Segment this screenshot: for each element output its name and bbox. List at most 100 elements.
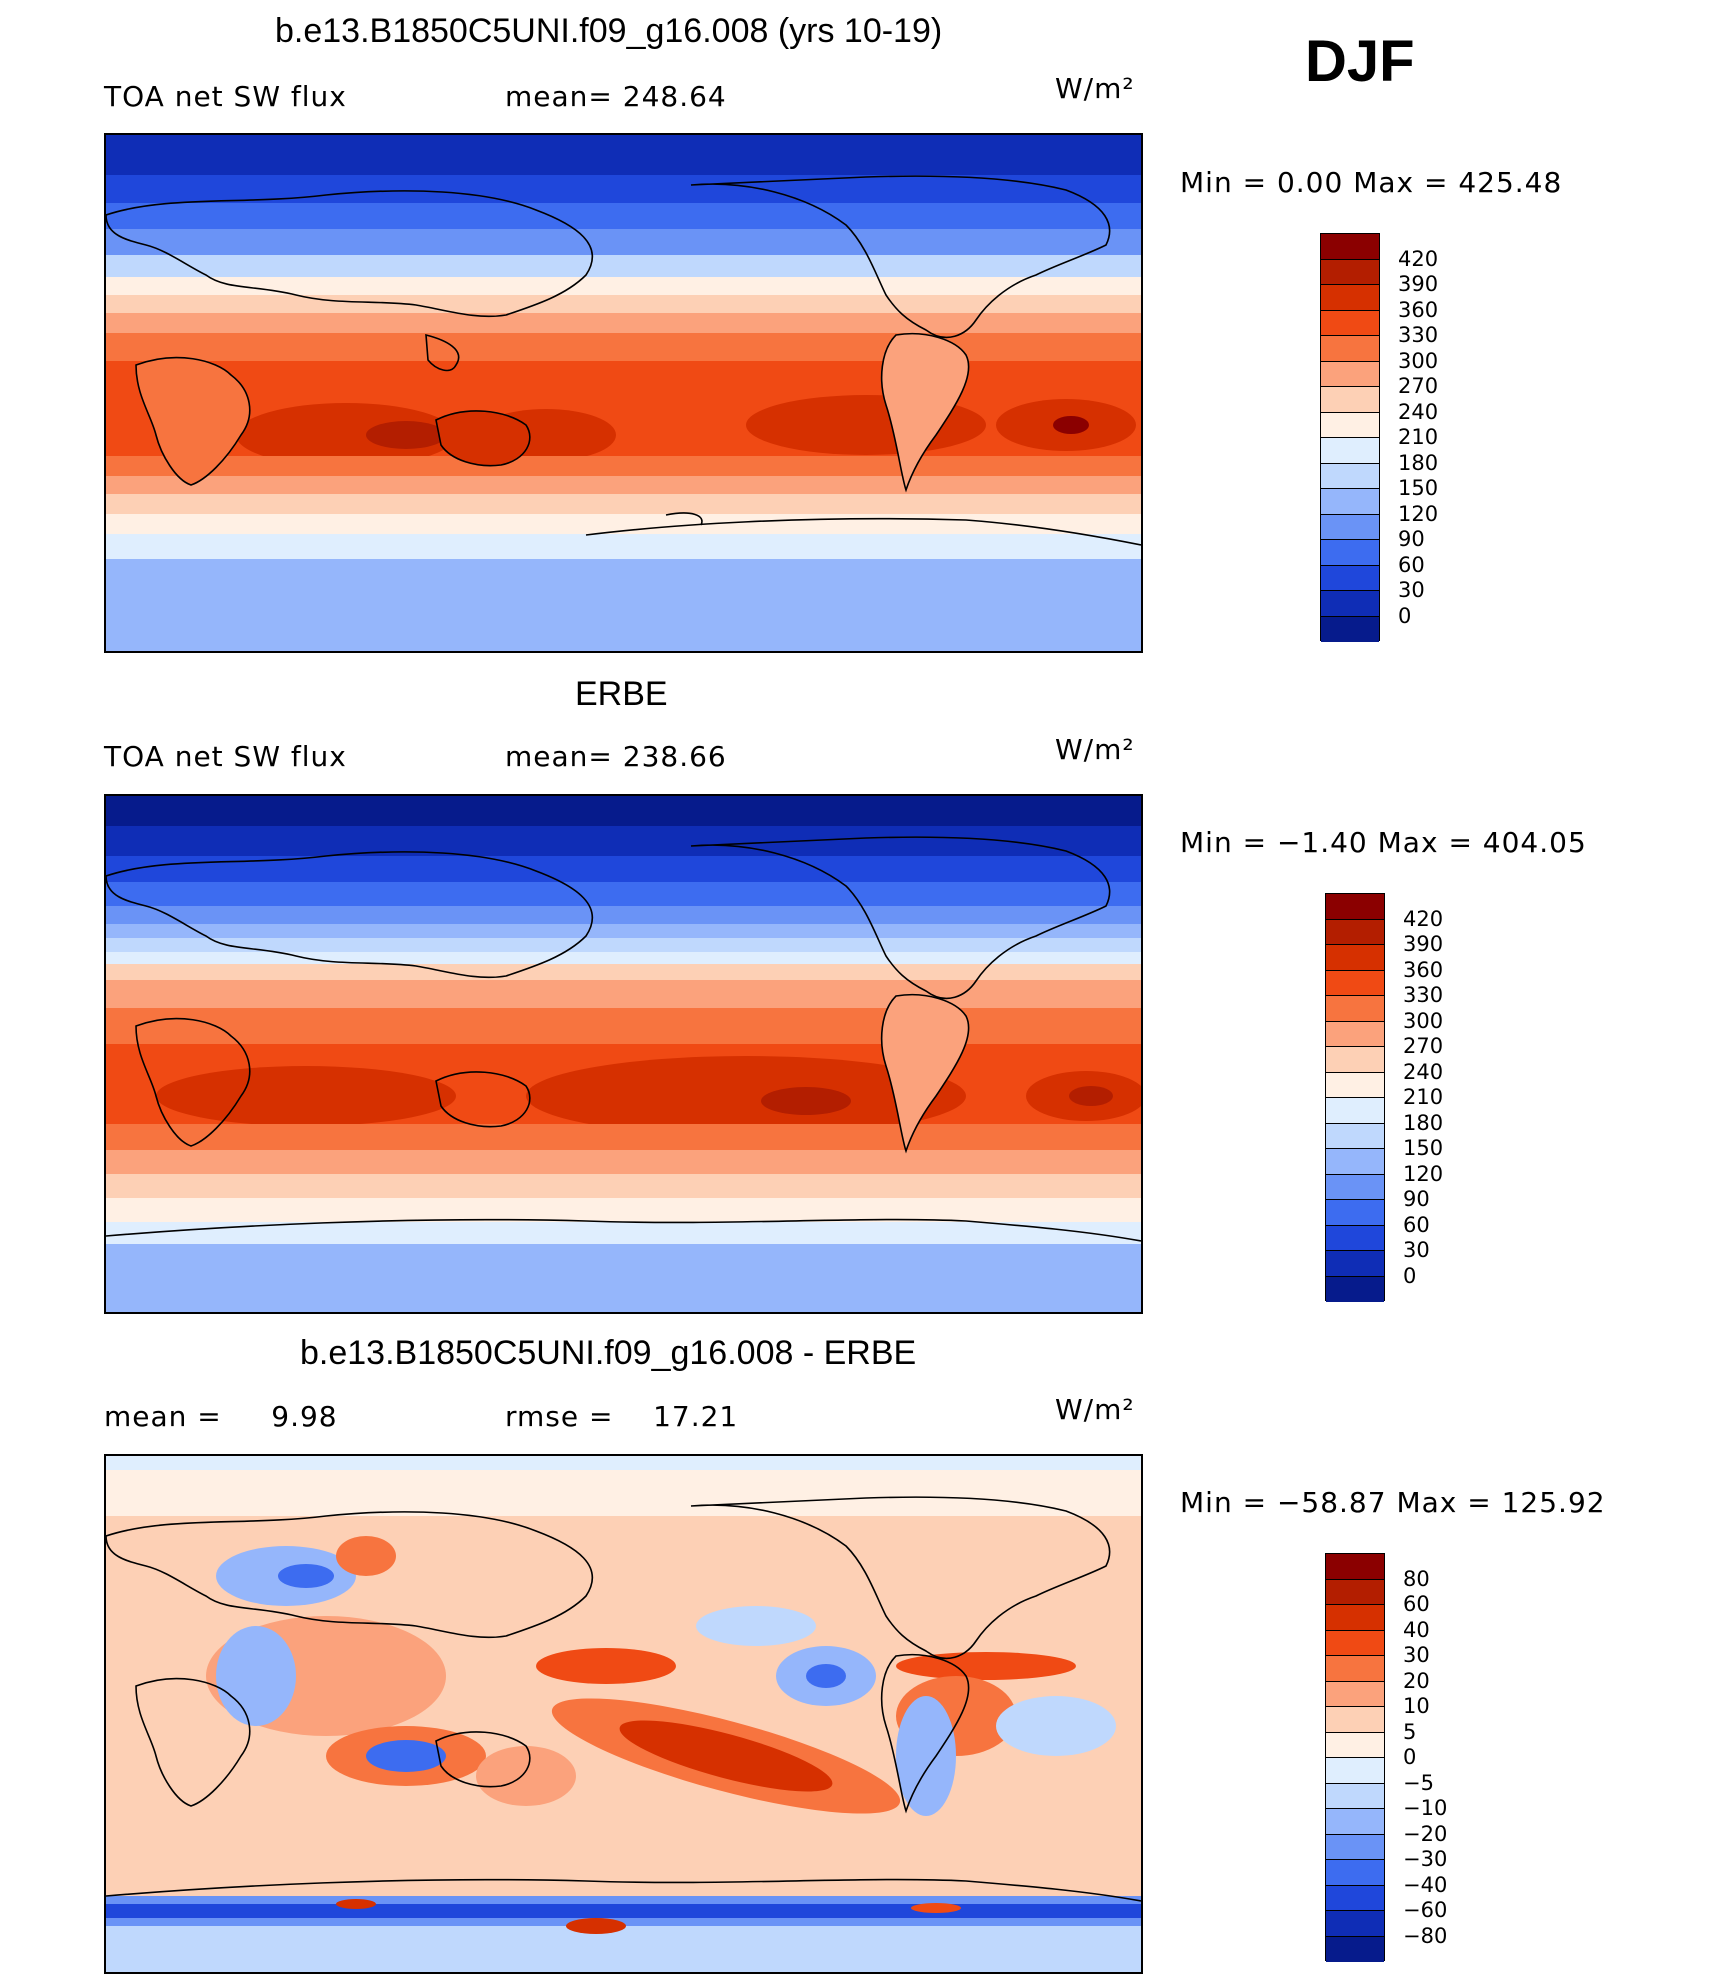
- panel-1-left-label: TOA net SW flux: [104, 80, 347, 113]
- colorbar-segment: [1321, 438, 1379, 464]
- colorbar-segment: [1321, 387, 1379, 413]
- panel-1-colorbar: [1320, 233, 1380, 642]
- colorbar-segment: [1326, 1656, 1384, 1682]
- panel-1-minmax: Min = 0.00 Max = 425.48: [1180, 166, 1563, 199]
- colorbar-tick-label: 30: [1398, 578, 1425, 602]
- colorbar-segment: [1321, 310, 1379, 336]
- panel-3-minmax: Min = −58.87 Max = 125.92: [1180, 1486, 1606, 1519]
- colorbar-segment: [1326, 1579, 1384, 1605]
- colorbar-segment: [1321, 285, 1379, 311]
- colorbar-tick-label: 0: [1398, 603, 1412, 628]
- colorbar-tick-label: 20: [1403, 1668, 1430, 1693]
- colorbar-tick-label: 80: [1403, 1566, 1430, 1591]
- colorbar-tick-label: 390: [1398, 272, 1439, 296]
- colorbar-segment: [1321, 489, 1379, 515]
- colorbar-segment: [1326, 894, 1384, 920]
- colorbar-segment: [1326, 1072, 1384, 1098]
- colorbar-segment: [1326, 1885, 1384, 1911]
- colorbar-tick-label: 30: [1403, 1643, 1430, 1667]
- colorbar-tick-label: 0: [1403, 1745, 1417, 1769]
- colorbar-segment: [1326, 1149, 1384, 1175]
- colorbar-tick-label: 180: [1398, 450, 1439, 475]
- colorbar-tick-label: 300: [1403, 1008, 1444, 1033]
- colorbar-segment: [1326, 1021, 1384, 1047]
- panel-1-mean-label: mean= 248.64: [505, 80, 727, 113]
- colorbar-segment: [1321, 259, 1379, 285]
- colorbar-tick-label: 40: [1403, 1617, 1430, 1642]
- colorbar-segment: [1326, 1554, 1384, 1580]
- colorbar-segment: [1326, 1936, 1384, 1962]
- panel-3-rmse-label: rmse = 17.21: [505, 1400, 739, 1433]
- colorbar-tick-label: 330: [1398, 323, 1439, 347]
- colorbar-segment: [1326, 919, 1384, 945]
- colorbar-segment: [1326, 1783, 1384, 1809]
- panel-2-units: W/m²: [1055, 733, 1135, 766]
- panel-3-mean-label: mean = 9.98: [104, 1400, 338, 1433]
- colorbar-tick-label: 210: [1398, 425, 1439, 449]
- colorbar-tick-label: 240: [1398, 399, 1439, 424]
- colorbar-segment: [1326, 1630, 1384, 1656]
- panel-3-colorbar: [1325, 1553, 1385, 1962]
- colorbar-segment: [1326, 1174, 1384, 1200]
- colorbar-segment: [1326, 1251, 1384, 1277]
- colorbar-tick-label: 60: [1403, 1212, 1430, 1237]
- colorbar-tick-label: 390: [1403, 932, 1444, 956]
- colorbar-segment: [1326, 1098, 1384, 1124]
- colorbar-tick-label: 150: [1403, 1136, 1444, 1160]
- colorbar-tick-label: 90: [1398, 527, 1425, 551]
- colorbar-segment: [1321, 336, 1379, 362]
- colorbar-tick-label: 60: [1403, 1592, 1430, 1616]
- colorbar-tick-label: 90: [1403, 1187, 1430, 1211]
- colorbar-tick-label: 180: [1403, 1110, 1444, 1135]
- colorbar-segment: [1326, 1200, 1384, 1226]
- colorbar-segment: [1321, 361, 1379, 387]
- panel-2-map: [104, 794, 1143, 1314]
- colorbar-segment: [1326, 1911, 1384, 1937]
- colorbar-segment: [1326, 1276, 1384, 1302]
- colorbar-segment: [1326, 970, 1384, 996]
- colorbar-segment: [1326, 1707, 1384, 1733]
- colorbar-segment: [1321, 463, 1379, 489]
- colorbar-tick-label: 360: [1398, 297, 1439, 322]
- panel-2-left-label: TOA net SW flux: [104, 740, 347, 773]
- colorbar-tick-label: 150: [1398, 476, 1439, 500]
- panel-3-units: W/m²: [1055, 1393, 1135, 1426]
- colorbar-segment: [1321, 616, 1379, 642]
- colorbar-segment: [1326, 1047, 1384, 1073]
- colorbar-tick-label: 300: [1398, 348, 1439, 373]
- colorbar-tick-label: 360: [1403, 957, 1444, 982]
- panel-1-title: b.e13.B1850C5UNI.f09_g16.008 (yrs 10-19): [275, 12, 943, 50]
- colorbar-segment: [1326, 1225, 1384, 1251]
- panel-2-title: ERBE: [575, 675, 668, 713]
- colorbar-tick-label: −60: [1403, 1898, 1448, 1922]
- colorbar-tick-label: −30: [1403, 1847, 1448, 1871]
- colorbar-segment: [1321, 514, 1379, 540]
- colorbar-segment: [1321, 540, 1379, 566]
- colorbar-tick-label: 270: [1398, 374, 1439, 398]
- colorbar-segment: [1321, 565, 1379, 591]
- colorbar-tick-label: 30: [1403, 1238, 1430, 1262]
- colorbar-tick-label: 120: [1403, 1161, 1444, 1186]
- panel-2-colorbar: [1325, 893, 1385, 1302]
- colorbar-segment: [1326, 945, 1384, 971]
- colorbar-tick-label: −40: [1403, 1872, 1448, 1897]
- colorbar-tick-label: 330: [1403, 983, 1444, 1007]
- colorbar-tick-label: 240: [1403, 1059, 1444, 1084]
- panel-2-minmax: Min = −1.40 Max = 404.05: [1180, 826, 1587, 859]
- colorbar-tick-label: −5: [1403, 1770, 1434, 1795]
- colorbar-tick-label: 420: [1398, 246, 1439, 271]
- colorbar-segment: [1326, 1681, 1384, 1707]
- colorbar-tick-label: −20: [1403, 1821, 1448, 1846]
- panel-1-units: W/m²: [1055, 72, 1135, 105]
- colorbar-segment: [1321, 234, 1379, 260]
- colorbar-segment: [1326, 1123, 1384, 1149]
- colorbar-segment: [1326, 1809, 1384, 1835]
- colorbar-tick-label: 210: [1403, 1085, 1444, 1109]
- colorbar-segment: [1321, 412, 1379, 438]
- colorbar-tick-label: 270: [1403, 1034, 1444, 1058]
- colorbar-segment: [1326, 1860, 1384, 1886]
- colorbar-segment: [1326, 1834, 1384, 1860]
- colorbar-tick-label: −10: [1403, 1796, 1448, 1820]
- colorbar-segment: [1326, 1605, 1384, 1631]
- colorbar-tick-label: 420: [1403, 906, 1444, 931]
